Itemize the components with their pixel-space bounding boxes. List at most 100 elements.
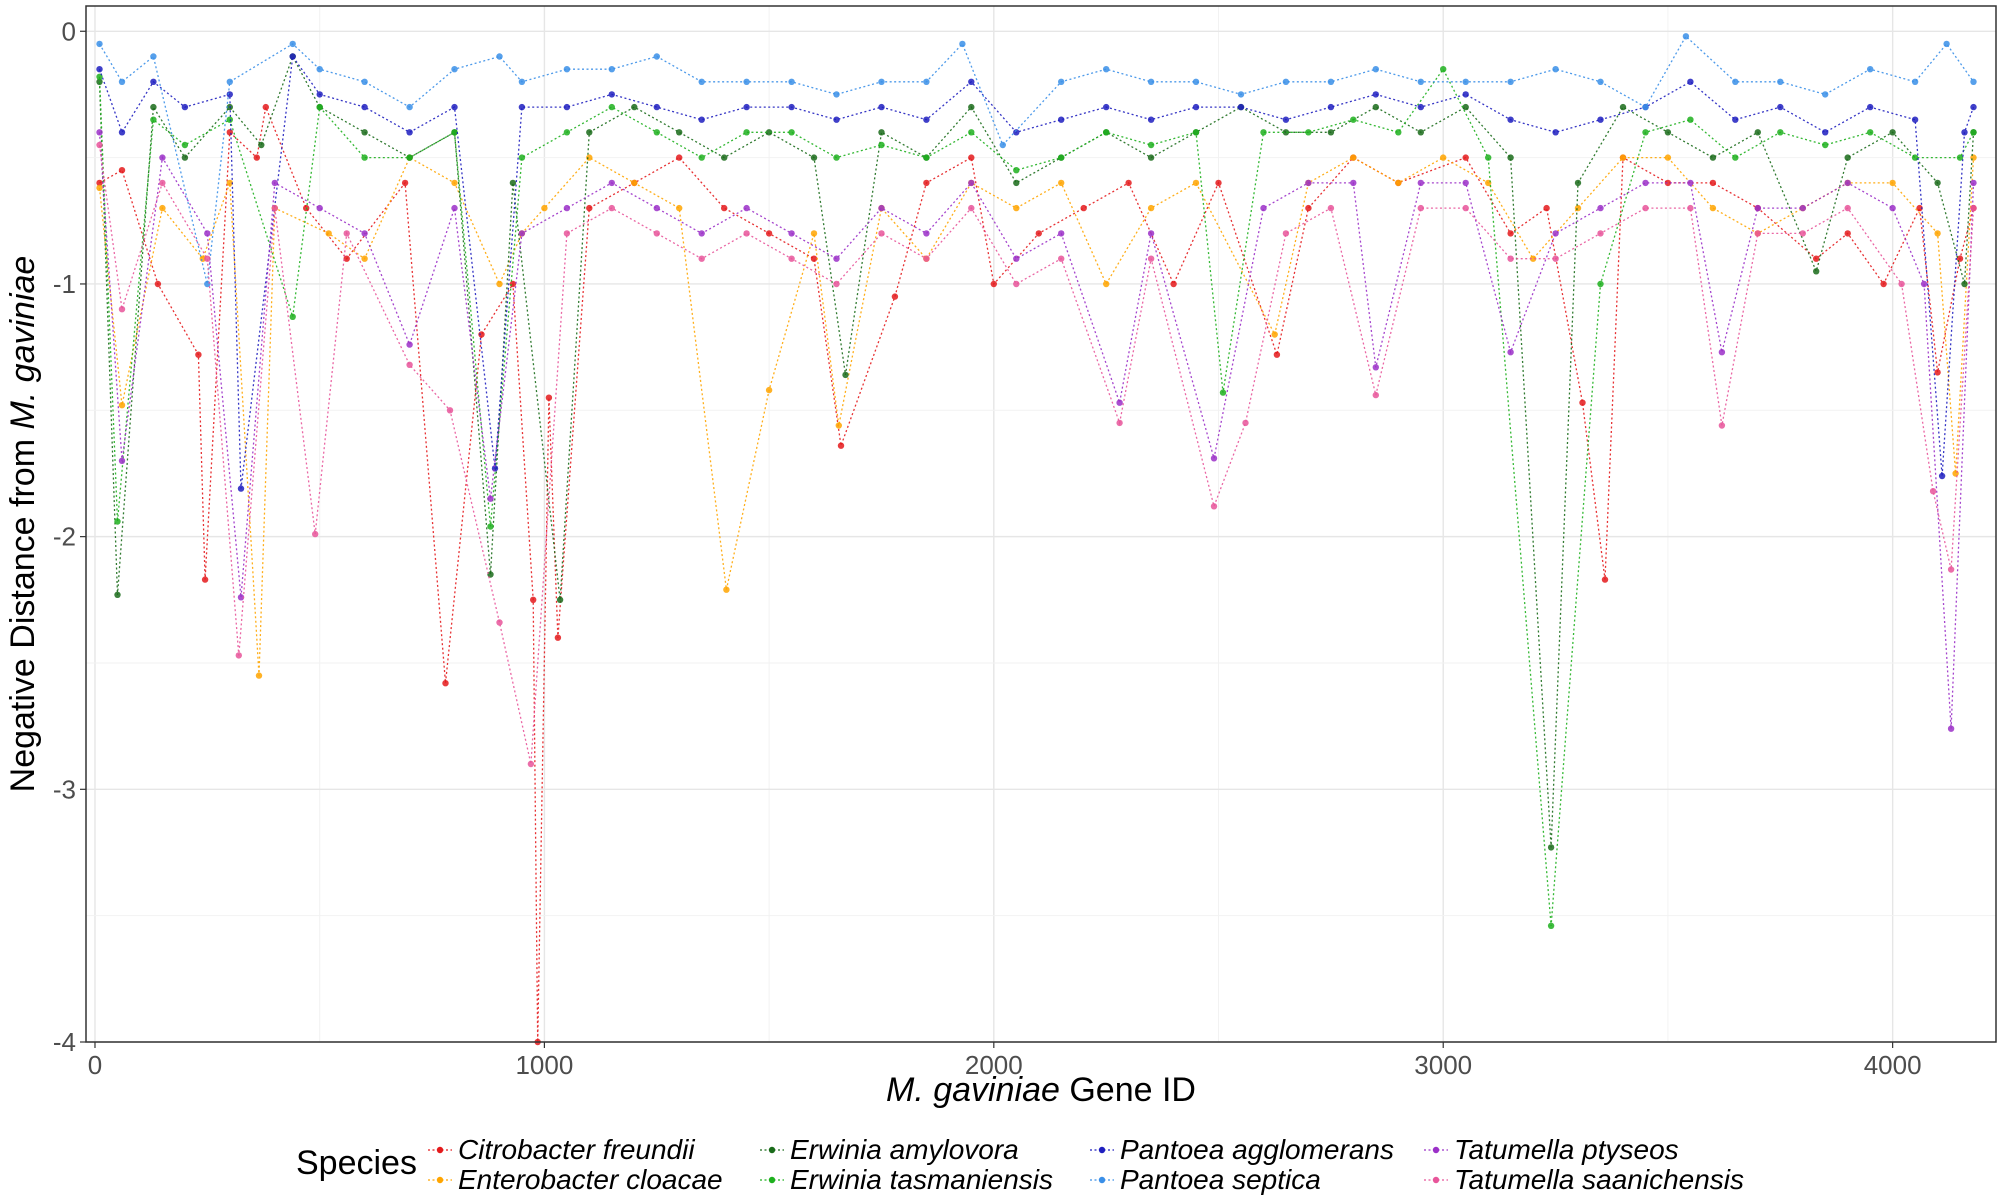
legend-item: Tatumella ptyseos [1424, 1134, 1679, 1165]
data-point [586, 154, 593, 161]
data-point [150, 103, 157, 111]
legend-label: Pantoea agglomerans [1120, 1134, 1394, 1165]
data-point [1147, 78, 1155, 86]
data-point [406, 129, 413, 136]
x-tick-label: 1000 [515, 1050, 573, 1080]
data-point [1462, 179, 1469, 187]
data-point [96, 179, 103, 187]
data-point [833, 116, 840, 123]
data-point [1754, 230, 1762, 237]
data-point [1013, 255, 1020, 262]
data-point [1664, 179, 1672, 187]
data-point [1754, 204, 1762, 212]
data-point [451, 179, 458, 187]
data-point [1799, 230, 1807, 237]
series-line [98, 132, 1975, 729]
data-point [114, 518, 121, 525]
x-axis-title-italic: M. gaviniae [886, 1071, 1060, 1109]
data-point [1732, 78, 1739, 86]
legend-key-point [1098, 1176, 1106, 1184]
data-point [563, 230, 571, 237]
data-point [1507, 349, 1514, 356]
data-point [1844, 154, 1851, 161]
legend-item: Pantoea septica [1090, 1164, 1321, 1195]
data-point [96, 66, 103, 73]
data-point [1889, 179, 1896, 187]
data-point [545, 394, 553, 401]
data-point [1867, 66, 1874, 73]
data-point [96, 40, 103, 48]
data-point [118, 129, 126, 136]
data-point [401, 179, 409, 187]
panel-border [85, 5, 1997, 1043]
gridlines [86, 6, 1996, 1043]
data-point [361, 103, 368, 111]
data-point [1147, 141, 1155, 149]
data-point [1956, 154, 1964, 161]
data-point [1273, 351, 1281, 358]
data-point [1682, 33, 1690, 40]
data-point [1664, 129, 1672, 136]
data-point [316, 204, 323, 212]
data-point [1929, 488, 1937, 495]
legend-item: Erwinia amylovora [760, 1134, 1019, 1165]
x-tick-label: 3000 [1414, 1050, 1472, 1080]
data-point [1552, 230, 1559, 237]
data-point [1417, 179, 1425, 187]
data-point [1507, 78, 1514, 86]
data-point [1372, 66, 1380, 73]
data-point [1103, 103, 1110, 111]
legend-label: Erwinia amylovora [790, 1134, 1019, 1165]
data-point [487, 571, 494, 578]
y-tick-label: -3 [53, 774, 76, 804]
data-point [1687, 179, 1694, 187]
data-point [968, 154, 975, 161]
legend-label: Pantoea septica [1120, 1164, 1321, 1195]
data-point [150, 78, 157, 86]
data-point [1920, 280, 1928, 288]
data-point [721, 204, 728, 212]
data-point [1911, 116, 1919, 123]
data-point [743, 230, 750, 237]
data-point [1116, 419, 1123, 427]
data-point [1574, 204, 1582, 212]
data-point [1687, 78, 1694, 86]
data-point [878, 230, 885, 237]
data-point [1395, 179, 1402, 187]
data-point [159, 154, 166, 161]
legend-label: Enterobacter cloacae [458, 1164, 723, 1195]
data-point [1844, 204, 1851, 212]
legend-key-point [1432, 1146, 1440, 1154]
data-point [1013, 167, 1020, 174]
data-point [1813, 255, 1820, 262]
data-point [1822, 129, 1829, 136]
data-point [343, 255, 350, 262]
data-point [406, 154, 413, 161]
data-point [1125, 179, 1132, 187]
series-line [98, 54, 1975, 848]
data-point [96, 184, 103, 192]
data-point [833, 154, 840, 161]
data-point [1192, 78, 1200, 86]
data-point [837, 442, 845, 449]
data-point [1597, 230, 1604, 237]
data-point [1507, 255, 1514, 262]
data-point [1327, 78, 1335, 86]
data-point [1147, 204, 1155, 212]
data-point [833, 91, 840, 98]
data-point [237, 594, 245, 601]
data-point [1934, 369, 1941, 376]
data-point [1350, 116, 1357, 123]
data-point [237, 485, 245, 492]
data-point [1058, 78, 1065, 86]
data-point [1282, 230, 1290, 237]
y-tick-label: -1 [53, 269, 76, 299]
data-point [1058, 255, 1065, 262]
data-point [118, 457, 126, 464]
data-point [1642, 129, 1649, 136]
data-point [1215, 179, 1222, 187]
data-point [1350, 179, 1357, 187]
x-tick-label: 2000 [965, 1050, 1023, 1080]
data-point [554, 634, 562, 641]
